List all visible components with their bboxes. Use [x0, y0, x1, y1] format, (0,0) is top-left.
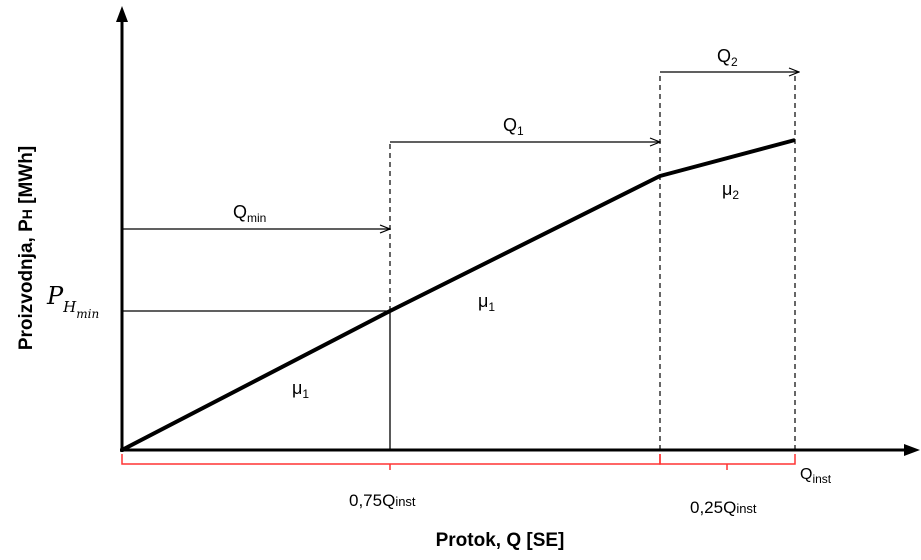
q2-label: Q2	[717, 46, 738, 69]
mu2-label: μ2	[722, 179, 739, 202]
production-curve	[121, 138, 796, 452]
mu1-upper-label: μ1	[478, 291, 495, 314]
qmin-label: Qmin	[233, 202, 266, 225]
x-axis-title: Protok, Q [SE]	[436, 530, 565, 551]
x-axis-arrowhead	[904, 444, 920, 456]
y-axis-arrowhead	[116, 6, 128, 22]
q1-label: Q1	[503, 115, 524, 138]
phmin-label: PHmin	[46, 282, 99, 321]
qinst-label: Qinst	[800, 466, 832, 486]
y-axis-title: Proizvodnja, PH [MWh]	[16, 146, 37, 350]
range-brace-075	[121, 454, 661, 470]
range-075-label: 0,75Qinst	[349, 491, 416, 510]
range-brace-025	[659, 454, 796, 470]
mu1-lower-label: μ1	[292, 378, 309, 401]
range-025-label: 0,25Qinst	[690, 498, 757, 517]
